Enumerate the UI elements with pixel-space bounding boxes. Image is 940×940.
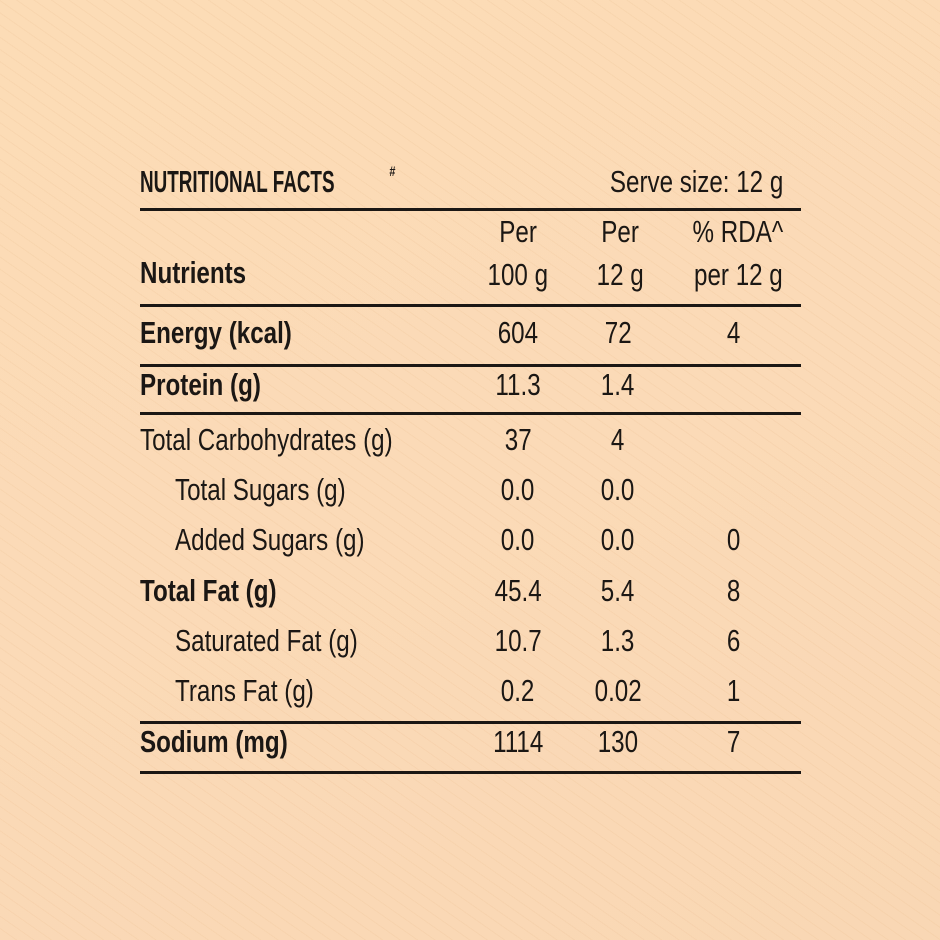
nutrient-name: Trans Fat (g) bbox=[175, 673, 314, 708]
value-rda bbox=[654, 422, 814, 458]
header-per12-line1: Per bbox=[601, 214, 639, 249]
value-per-12g: 4 bbox=[611, 422, 625, 457]
serve-size: Serve size: 12 g bbox=[609, 164, 783, 199]
value-per-100g: 45.4 bbox=[494, 573, 542, 608]
header-rda-line1: % RDA^ bbox=[692, 214, 783, 249]
value-per-12g: 72 bbox=[604, 315, 632, 350]
value-per-100g: 11.3 bbox=[495, 367, 541, 402]
nutrient-name: Saturated Fat (g) bbox=[175, 623, 358, 658]
nutrient-name: Added Sugars (g) bbox=[175, 522, 365, 557]
value-per-12g: 5.4 bbox=[601, 573, 635, 608]
divider bbox=[140, 208, 801, 211]
value-rda bbox=[654, 472, 814, 508]
nutrient-name: Total Fat (g) bbox=[140, 573, 277, 608]
divider bbox=[140, 771, 801, 774]
header-per100-line1: Per bbox=[499, 214, 537, 249]
nutrient-name: Sodium (mg) bbox=[140, 724, 288, 759]
divider bbox=[140, 412, 801, 415]
value-rda: 6 bbox=[727, 623, 741, 658]
header-rda-line2: per 12 g bbox=[694, 257, 783, 292]
value-per-12g: 0.0 bbox=[601, 472, 635, 507]
value-per-100g: 0.0 bbox=[501, 472, 535, 507]
value-per-12g: 0.02 bbox=[594, 673, 642, 708]
divider bbox=[140, 304, 801, 307]
nutrient-name: Total Sugars (g) bbox=[175, 472, 346, 507]
value-per-12g: 1.3 bbox=[601, 623, 635, 658]
value-rda: 4 bbox=[727, 315, 741, 350]
value-per-12g: 0.0 bbox=[601, 522, 635, 557]
value-per-100g: 0.2 bbox=[501, 673, 535, 708]
value-rda: 1 bbox=[727, 673, 741, 708]
value-per-100g: 10.7 bbox=[494, 623, 542, 658]
value-rda: 0 bbox=[727, 522, 741, 557]
value-rda: 8 bbox=[727, 573, 741, 608]
table-title: NUTRITIONAL FACTS # bbox=[140, 163, 396, 199]
value-per-100g: 1114 bbox=[492, 724, 544, 759]
value-per-12g: 130 bbox=[597, 724, 639, 759]
nutrient-name: Protein (g) bbox=[140, 367, 261, 402]
divider bbox=[140, 721, 801, 724]
divider bbox=[140, 364, 801, 367]
value-per-100g: 37 bbox=[504, 422, 532, 457]
header-per12-line2: 12 g bbox=[596, 257, 644, 292]
nutrient-name: Total Carbohydrates (g) bbox=[140, 422, 393, 457]
value-per-100g: 0.0 bbox=[501, 522, 535, 557]
value-rda: 7 bbox=[727, 724, 741, 759]
value-per-100g: 604 bbox=[497, 315, 539, 350]
value-per-12g: 1.4 bbox=[601, 367, 635, 402]
value-rda bbox=[654, 367, 814, 403]
nutrient-name: Energy (kcal) bbox=[140, 315, 292, 350]
header-per100-line2: 100 g bbox=[487, 257, 549, 292]
header-nutrients: Nutrients bbox=[140, 255, 247, 290]
